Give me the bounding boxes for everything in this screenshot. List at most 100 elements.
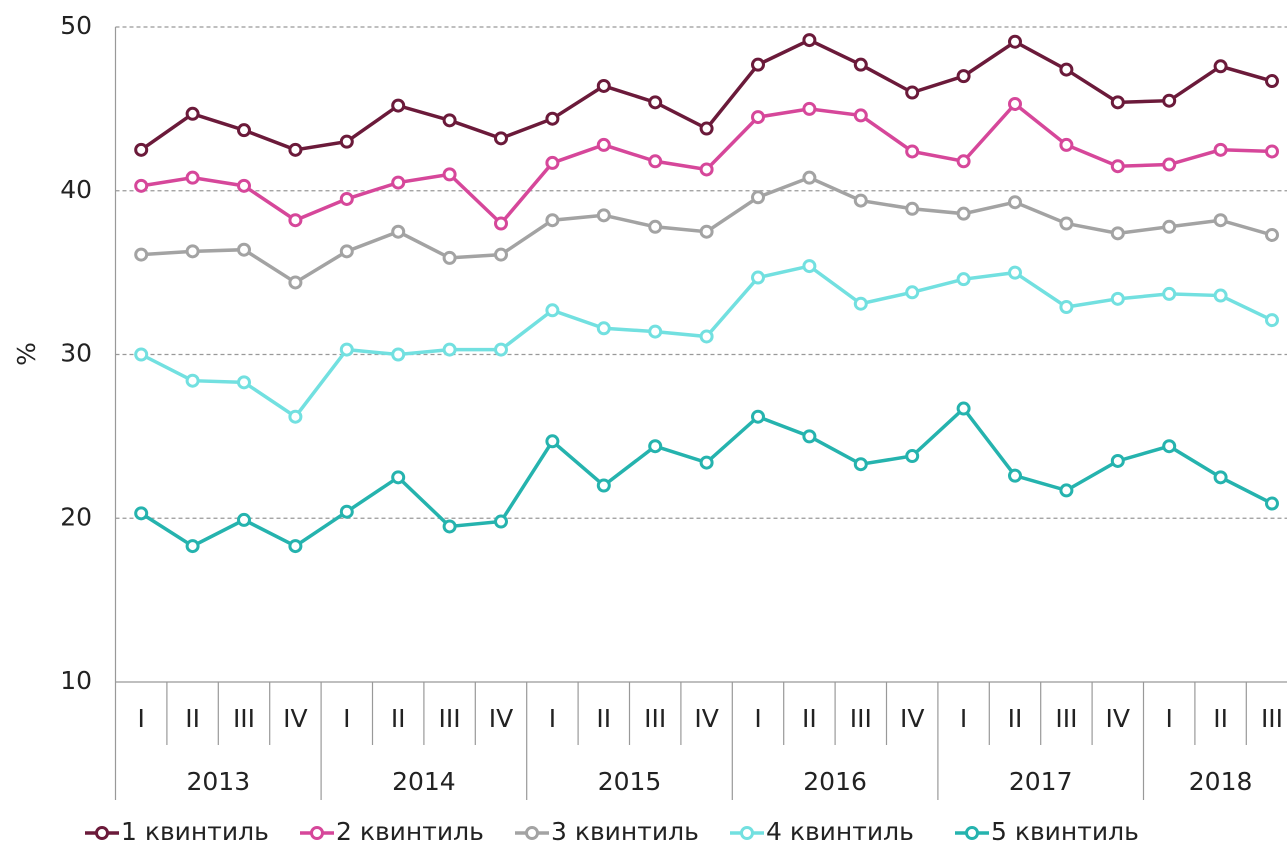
point bbox=[391, 98, 406, 113]
point bbox=[1008, 34, 1022, 49]
point bbox=[442, 342, 457, 357]
y-tick-label: 40 bbox=[60, 175, 92, 204]
point bbox=[1265, 144, 1279, 159]
x-tick-label: III bbox=[233, 704, 255, 733]
x-tick-label: IV bbox=[283, 704, 307, 733]
point bbox=[1110, 226, 1125, 241]
x-tick-label: II bbox=[1213, 704, 1228, 733]
legend-marker bbox=[95, 826, 109, 840]
point bbox=[1265, 313, 1279, 328]
point bbox=[1008, 96, 1022, 111]
point bbox=[391, 347, 406, 362]
point bbox=[339, 504, 354, 519]
point bbox=[1008, 265, 1022, 280]
point bbox=[1162, 219, 1177, 234]
point bbox=[185, 170, 200, 185]
x-tick-label: II bbox=[596, 704, 611, 733]
point bbox=[596, 208, 611, 223]
point bbox=[185, 539, 200, 554]
year-label: 2013 bbox=[186, 767, 250, 796]
legend-marker bbox=[525, 826, 539, 840]
point bbox=[596, 321, 611, 336]
point bbox=[1213, 288, 1228, 303]
point bbox=[494, 514, 508, 529]
point bbox=[699, 121, 714, 136]
point bbox=[853, 108, 868, 123]
point bbox=[699, 224, 714, 239]
point bbox=[956, 272, 971, 287]
point bbox=[596, 78, 611, 93]
point bbox=[1162, 93, 1177, 108]
point bbox=[1110, 95, 1125, 110]
point bbox=[648, 95, 663, 110]
point bbox=[134, 506, 149, 521]
point bbox=[751, 270, 765, 285]
point bbox=[802, 259, 817, 274]
x-tick-label: IV bbox=[900, 704, 924, 733]
point bbox=[853, 296, 868, 311]
point bbox=[494, 131, 508, 146]
point bbox=[237, 178, 251, 193]
series-line bbox=[140, 405, 1273, 549]
x-tick-label: I bbox=[138, 704, 145, 733]
point bbox=[391, 470, 406, 485]
x-tick-label: II bbox=[185, 704, 200, 733]
x-tick-label: IV bbox=[1106, 704, 1130, 733]
x-tick-label: III bbox=[1261, 704, 1283, 733]
point bbox=[648, 439, 663, 454]
point bbox=[237, 242, 251, 257]
x-tick-label: III bbox=[439, 704, 461, 733]
year-label: 2014 bbox=[392, 767, 456, 796]
x-tick-label: IV bbox=[694, 704, 718, 733]
point bbox=[391, 224, 406, 239]
point bbox=[545, 111, 560, 126]
point bbox=[237, 123, 251, 138]
x-tick-label: III bbox=[850, 704, 872, 733]
point bbox=[442, 250, 457, 265]
year-label: 2017 bbox=[1009, 767, 1073, 796]
point bbox=[648, 324, 663, 339]
point bbox=[134, 347, 149, 362]
x-tick-label: IV bbox=[489, 704, 513, 733]
point bbox=[956, 206, 971, 221]
point bbox=[237, 512, 251, 527]
legend-marker bbox=[965, 826, 979, 840]
point bbox=[237, 375, 251, 390]
point bbox=[1162, 157, 1177, 172]
point bbox=[699, 455, 714, 470]
y-axis-label: % bbox=[12, 342, 41, 366]
year-label: 2016 bbox=[803, 767, 867, 796]
point bbox=[802, 33, 817, 48]
point bbox=[494, 342, 508, 357]
point bbox=[905, 85, 920, 100]
y-tick-label: 30 bbox=[60, 339, 92, 368]
x-tick-label: II bbox=[1008, 704, 1023, 733]
point bbox=[802, 101, 817, 116]
y-tick-label: 10 bbox=[60, 666, 92, 695]
point bbox=[648, 154, 663, 169]
point bbox=[1110, 291, 1125, 306]
y-tick-label: 50 bbox=[60, 11, 92, 40]
x-tick-label: II bbox=[391, 704, 406, 733]
point bbox=[545, 155, 560, 170]
point bbox=[339, 342, 354, 357]
point bbox=[185, 244, 200, 259]
x-tick-label: I bbox=[343, 704, 350, 733]
point bbox=[134, 142, 149, 157]
point bbox=[905, 201, 920, 216]
point bbox=[1213, 470, 1228, 485]
point bbox=[1008, 468, 1022, 483]
point bbox=[442, 519, 457, 534]
point bbox=[751, 409, 765, 424]
point bbox=[1059, 62, 1074, 77]
point bbox=[134, 247, 149, 262]
point bbox=[1110, 159, 1125, 174]
point bbox=[956, 154, 971, 169]
point bbox=[545, 213, 560, 228]
legend-label: 5 квинтиль bbox=[991, 817, 1139, 846]
point bbox=[288, 213, 303, 228]
point bbox=[853, 193, 868, 208]
point bbox=[288, 142, 303, 157]
legend-label: 2 квинтиль bbox=[336, 817, 484, 846]
legend-marker bbox=[310, 826, 324, 840]
